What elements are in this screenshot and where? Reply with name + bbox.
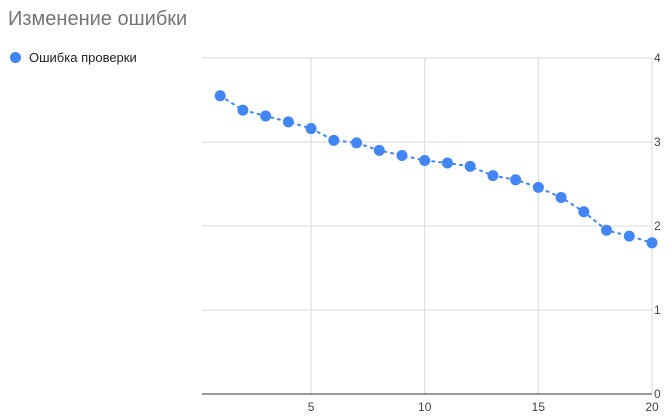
data-point xyxy=(578,206,590,218)
y-tick-label: 3 xyxy=(654,135,661,149)
data-point xyxy=(441,157,453,169)
x-tick-label: 5 xyxy=(308,400,315,414)
legend-marker xyxy=(10,52,21,63)
y-tick-label: 4 xyxy=(654,51,661,65)
y-tick-label: 1 xyxy=(654,303,661,317)
data-point xyxy=(282,116,294,128)
data-point xyxy=(214,90,226,102)
data-point xyxy=(555,191,567,203)
data-point xyxy=(260,110,272,122)
data-point xyxy=(237,104,249,116)
y-tick-label: 0 xyxy=(654,387,661,401)
x-tick-label: 20 xyxy=(645,400,659,414)
data-point xyxy=(532,181,544,193)
x-tick-label: 15 xyxy=(532,400,546,414)
data-point xyxy=(623,230,635,242)
data-point xyxy=(464,160,476,172)
data-point xyxy=(510,174,522,186)
chart-title: Изменение ошибки xyxy=(8,8,188,30)
data-point xyxy=(305,123,317,135)
data-point xyxy=(396,149,408,161)
data-point xyxy=(646,237,658,249)
data-point xyxy=(328,134,340,146)
data-point xyxy=(487,170,499,182)
legend: Ошибка проверки xyxy=(10,50,137,65)
data-point xyxy=(601,224,613,236)
data-point xyxy=(373,144,385,156)
data-point xyxy=(419,154,431,166)
legend-label: Ошибка проверки xyxy=(29,50,137,65)
data-point xyxy=(351,137,363,149)
y-tick-label: 2 xyxy=(654,219,661,233)
x-tick-label: 10 xyxy=(418,400,432,414)
